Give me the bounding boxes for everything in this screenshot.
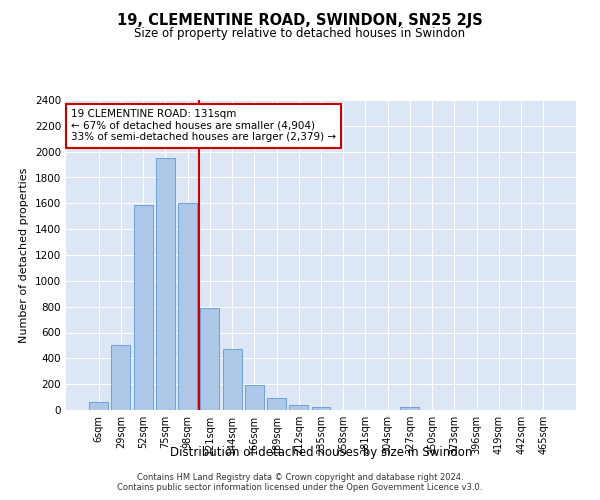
Bar bbox=[267, 398, 286, 410]
Bar bbox=[245, 385, 264, 410]
Bar bbox=[134, 204, 152, 410]
Text: 19 CLEMENTINE ROAD: 131sqm
← 67% of detached houses are smaller (4,904)
33% of s: 19 CLEMENTINE ROAD: 131sqm ← 67% of deta… bbox=[71, 110, 336, 142]
Y-axis label: Number of detached properties: Number of detached properties bbox=[19, 168, 29, 342]
Bar bbox=[89, 402, 108, 410]
Bar bbox=[200, 308, 219, 410]
Bar bbox=[289, 406, 308, 410]
Bar bbox=[400, 408, 419, 410]
Bar bbox=[178, 204, 197, 410]
Bar bbox=[156, 158, 175, 410]
Text: Distribution of detached houses by size in Swindon: Distribution of detached houses by size … bbox=[170, 446, 472, 459]
Text: Contains HM Land Registry data © Crown copyright and database right 2024.
Contai: Contains HM Land Registry data © Crown c… bbox=[118, 473, 482, 492]
Bar bbox=[223, 350, 242, 410]
Text: Size of property relative to detached houses in Swindon: Size of property relative to detached ho… bbox=[134, 28, 466, 40]
Text: 19, CLEMENTINE ROAD, SWINDON, SN25 2JS: 19, CLEMENTINE ROAD, SWINDON, SN25 2JS bbox=[117, 12, 483, 28]
Bar bbox=[112, 346, 130, 410]
Bar bbox=[311, 407, 331, 410]
